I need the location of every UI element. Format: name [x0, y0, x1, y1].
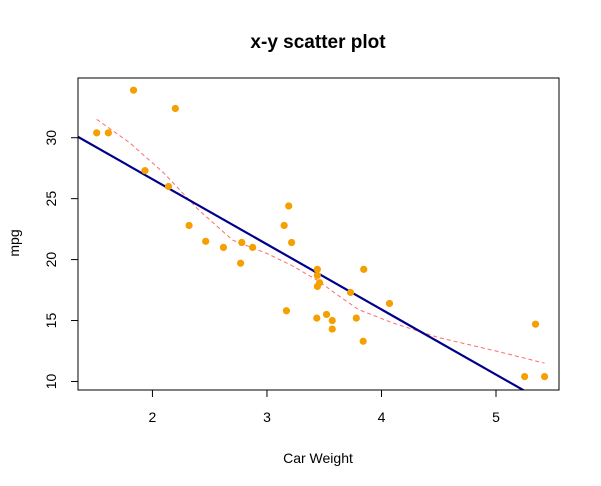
data-point — [531, 320, 540, 328]
data-point — [237, 259, 245, 267]
data-point — [249, 243, 257, 252]
data-point — [280, 221, 288, 230]
data-point — [313, 271, 321, 280]
x-tick-label: 4 — [378, 409, 386, 425]
data-point — [313, 314, 321, 322]
x-tick-label: 2 — [149, 409, 157, 425]
data-point — [521, 372, 529, 381]
data-point — [328, 325, 336, 333]
data-point — [322, 310, 331, 319]
data-point — [164, 182, 173, 191]
lowess-curve — [96, 118, 545, 364]
y-tick-label: 25 — [43, 191, 59, 207]
data-point — [185, 221, 193, 230]
fit-lines — [78, 118, 545, 390]
y-tick-label: 10 — [43, 373, 59, 389]
data-point — [287, 238, 296, 247]
x-tick-label: 3 — [263, 409, 271, 425]
data-point — [385, 299, 394, 308]
data-point — [328, 316, 336, 325]
data-point — [359, 337, 367, 345]
x-axis-ticks: 2 3 4 5 — [149, 390, 500, 425]
y-tick-label: 30 — [43, 130, 59, 146]
data-point — [282, 307, 291, 315]
data-point — [346, 288, 355, 297]
data-point — [360, 265, 368, 273]
data-point — [129, 86, 138, 94]
y-axis-label: mpg — [6, 229, 22, 256]
x-tick-label: 5 — [492, 409, 500, 425]
chart-title: x-y scatter plot — [250, 32, 386, 53]
data-point — [540, 372, 549, 381]
data-point — [219, 243, 228, 252]
y-axis-ticks: 10 15 20 25 30 — [43, 130, 78, 389]
data-point — [141, 167, 149, 175]
y-tick-label: 20 — [43, 252, 59, 268]
data-point — [285, 202, 293, 210]
data-point — [171, 104, 179, 113]
data-point — [104, 129, 112, 137]
data-point — [313, 265, 321, 273]
data-point — [238, 238, 246, 247]
plot-frame — [77, 77, 560, 391]
data-point — [93, 129, 101, 137]
data-point — [313, 282, 321, 291]
x-axis-label: Car Weight — [283, 450, 353, 466]
data-point — [352, 314, 360, 322]
data-point — [202, 237, 210, 245]
data-points — [93, 86, 549, 381]
y-tick-label: 15 — [43, 313, 59, 329]
